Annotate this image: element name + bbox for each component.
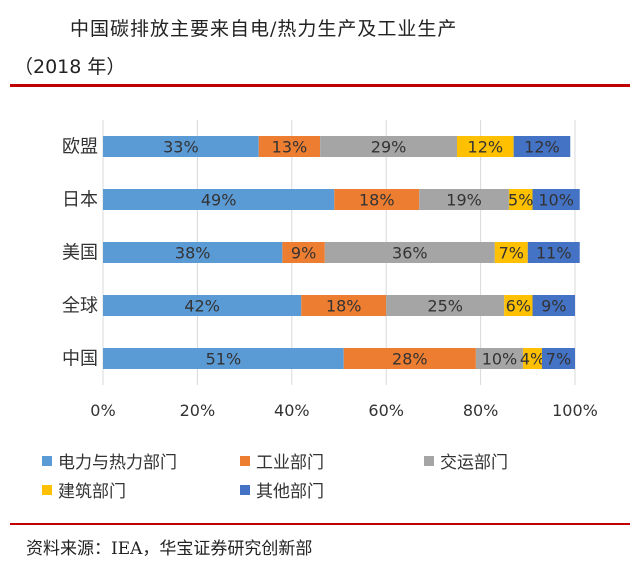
data-label: 19% bbox=[446, 191, 482, 210]
data-label: 11% bbox=[536, 244, 572, 263]
data-label: 7% bbox=[546, 350, 571, 369]
data-label: 36% bbox=[392, 244, 428, 263]
data-label: 25% bbox=[427, 297, 463, 316]
legend-swatch-industry bbox=[240, 456, 250, 466]
data-label: 33% bbox=[163, 138, 199, 157]
bar-segment bbox=[532, 295, 575, 316]
bar-segment bbox=[324, 242, 495, 263]
bar-segment bbox=[475, 348, 524, 369]
legend-swatch-transport bbox=[424, 456, 434, 466]
legend-label-power: 电力与热力部门 bbox=[58, 453, 177, 473]
bar-segment bbox=[103, 242, 283, 263]
data-label: 10% bbox=[482, 350, 518, 369]
bar-segment bbox=[504, 295, 533, 316]
chart-subtitle: （2018 年） bbox=[14, 56, 126, 78]
x-tick-label: 100% bbox=[552, 401, 598, 420]
data-label: 9% bbox=[291, 244, 316, 263]
bar-segment bbox=[301, 295, 387, 316]
category-label: 中国 bbox=[62, 349, 98, 370]
bar-segment bbox=[343, 348, 476, 369]
category-label: 全球 bbox=[62, 296, 98, 317]
category-label: 美国 bbox=[62, 243, 98, 264]
x-tick-label: 20% bbox=[180, 401, 216, 420]
data-label: 10% bbox=[538, 191, 574, 210]
data-label: 12% bbox=[468, 138, 504, 157]
data-label: 18% bbox=[326, 297, 362, 316]
chart-title: 中国碳排放主要来自电/热力生产及工业生产 bbox=[70, 18, 458, 40]
data-label: 5% bbox=[508, 191, 533, 210]
category-label: 日本 bbox=[62, 190, 98, 211]
bar-segment bbox=[457, 136, 514, 157]
category-label: 欧盟 bbox=[62, 137, 98, 158]
x-tick-label: 60% bbox=[368, 401, 404, 420]
data-label: 13% bbox=[272, 138, 308, 157]
data-label: 4% bbox=[520, 350, 545, 369]
bar-segment bbox=[103, 189, 335, 210]
bottom-divider bbox=[10, 523, 630, 525]
bar-segment bbox=[541, 348, 575, 369]
bar-segment bbox=[508, 189, 533, 210]
bar-segment bbox=[523, 348, 542, 369]
bar-segment bbox=[386, 295, 505, 316]
bar-segment bbox=[527, 242, 580, 263]
bar-segment bbox=[334, 189, 420, 210]
legend-label-transport: 交运部门 bbox=[440, 453, 508, 473]
bar-segment bbox=[320, 136, 457, 157]
data-label: 49% bbox=[201, 191, 237, 210]
data-label: 29% bbox=[371, 138, 407, 157]
legend-item-building: 建筑部门 bbox=[42, 477, 126, 502]
legend-label-building: 建筑部门 bbox=[58, 482, 126, 502]
data-label: 28% bbox=[392, 350, 428, 369]
x-tick-label: 40% bbox=[274, 401, 310, 420]
bar-segment bbox=[258, 136, 321, 157]
bar-segment bbox=[103, 348, 344, 369]
legend-swatch-building bbox=[42, 485, 52, 495]
legend-swatch-power bbox=[42, 456, 52, 466]
data-label: 12% bbox=[524, 138, 560, 157]
bar-segment bbox=[282, 242, 325, 263]
data-label: 51% bbox=[206, 350, 242, 369]
legend-item-power: 电力与热力部门 bbox=[42, 448, 177, 473]
top-divider bbox=[10, 84, 630, 87]
x-tick-label: 80% bbox=[463, 401, 499, 420]
legend-item-transport: 交运部门 bbox=[424, 448, 508, 473]
bar-segment bbox=[513, 136, 571, 157]
source-note: 资料来源：IEA，华宝证券研究创新部 bbox=[26, 539, 313, 559]
data-label: 18% bbox=[359, 191, 395, 210]
data-label: 6% bbox=[506, 297, 531, 316]
legend-label-other: 其他部门 bbox=[256, 482, 324, 502]
legend-item-industry: 工业部门 bbox=[240, 448, 324, 473]
x-tick-label: 0% bbox=[90, 401, 115, 420]
data-label: 9% bbox=[541, 297, 566, 316]
legend-item-other: 其他部门 bbox=[240, 477, 324, 502]
bar-segment bbox=[494, 242, 528, 263]
bar-segment bbox=[532, 189, 580, 210]
bar-segment bbox=[419, 189, 509, 210]
legend-label-industry: 工业部门 bbox=[256, 453, 324, 473]
data-label: 7% bbox=[499, 244, 524, 263]
data-label: 42% bbox=[184, 297, 220, 316]
bar-segment bbox=[103, 136, 259, 157]
data-label: 38% bbox=[175, 244, 211, 263]
bar-segment bbox=[103, 295, 302, 316]
legend-swatch-other bbox=[240, 485, 250, 495]
